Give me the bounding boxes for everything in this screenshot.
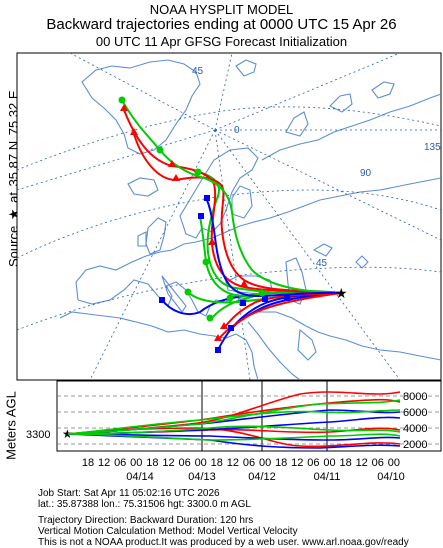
title-line-2: Backward trajectories ending at 0000 UTC… — [46, 16, 397, 33]
y-tick-8000: 8000 — [403, 391, 427, 403]
date-tick: 04/12 — [248, 471, 276, 483]
y-tick-2000: 2000 — [403, 439, 427, 451]
footer-vertical-method: Vertical Motion Calculation Method: Mode… — [38, 526, 298, 537]
hour-tick: 18 — [339, 457, 351, 469]
hour-tick: 00 — [259, 457, 271, 469]
source-height-label: 3300 — [26, 429, 50, 441]
hour-tick: 18 — [275, 457, 287, 469]
hour-tick: 18 — [82, 457, 94, 469]
date-tick: 04/10 — [377, 471, 405, 483]
hour-tick: 00 — [323, 457, 335, 469]
map-grid — [17, 53, 441, 380]
grid-label-0: 0 — [234, 125, 240, 136]
hour-tick: 00 — [195, 457, 207, 469]
date-tick: 04/11 — [314, 471, 341, 483]
hour-tick: 06 — [114, 457, 126, 469]
map-panel: 45 0 135 90 45 — [16, 52, 442, 381]
date-tick: 04/14 — [126, 471, 154, 483]
hour-tick: 12 — [162, 457, 174, 469]
y-tick-4000: 4000 — [403, 423, 427, 435]
footer-coordinates: lat.: 35.87388 lon.: 75.31506 hgt: 3300.… — [38, 499, 251, 510]
date-tick-labels: 04/14 04/13 04/12 04/11 04/10 — [126, 471, 405, 483]
grid-label-45-north: 45 — [192, 66, 204, 77]
trajectory-green-4 — [197, 171, 342, 296]
map-markers — [118, 96, 290, 353]
hour-tick: 12 — [356, 457, 368, 469]
hour-tick: 12 — [227, 457, 239, 469]
coastlines — [59, 59, 441, 380]
title-line-3: 00 UTC 11 Apr GFSG Forecast Initializati… — [95, 34, 348, 49]
hour-tick: 06 — [178, 457, 190, 469]
footer-job-start: Job Start: Sat Apr 11 05:02:16 UTC 2026 — [38, 488, 220, 499]
hour-tick: 06 — [372, 457, 384, 469]
trajectory-red-3 — [133, 133, 342, 294]
hour-tick: 12 — [98, 457, 110, 469]
footer-disclaimer: This is not a NOAA product.It was produc… — [38, 537, 409, 548]
title-line-1: NOAA HYSPLIT MODEL — [149, 2, 294, 17]
hour-tick: 06 — [307, 457, 319, 469]
date-tick: 04/13 — [188, 471, 216, 483]
grid-label-90: 90 — [360, 168, 372, 179]
trajectory-red-1 — [217, 292, 342, 341]
grid-label-45: 45 — [316, 258, 328, 269]
hour-tick: 00 — [130, 457, 142, 469]
profile-trajectories — [67, 391, 401, 449]
hour-tick-labels: 18 12 06 00 18 12 06 00 18 12 06 00 18 12 06 00 18 12 06 00 — [82, 457, 400, 469]
footer-direction: Trajectory Direction: Backward Duration:… — [38, 515, 254, 526]
hour-tick: 12 — [291, 457, 303, 469]
profile-frame-left — [56, 380, 203, 452]
trajectory-blue-4 — [205, 197, 342, 298]
source-star-marker-icon: ★ — [335, 285, 348, 301]
hour-tick: 18 — [146, 457, 158, 469]
y-tick-6000: 6000 — [403, 407, 427, 419]
profile-source-star-icon: ★ — [62, 427, 73, 441]
map-trajectories — [121, 99, 342, 351]
hour-tick: 00 — [388, 457, 400, 469]
grid-label-135: 135 — [424, 142, 441, 153]
vertical-profile-panel: 8000 6000 4000 2000 3300 ★ — [26, 380, 442, 452]
hour-tick: 06 — [243, 457, 255, 469]
hour-tick: 18 — [211, 457, 223, 469]
